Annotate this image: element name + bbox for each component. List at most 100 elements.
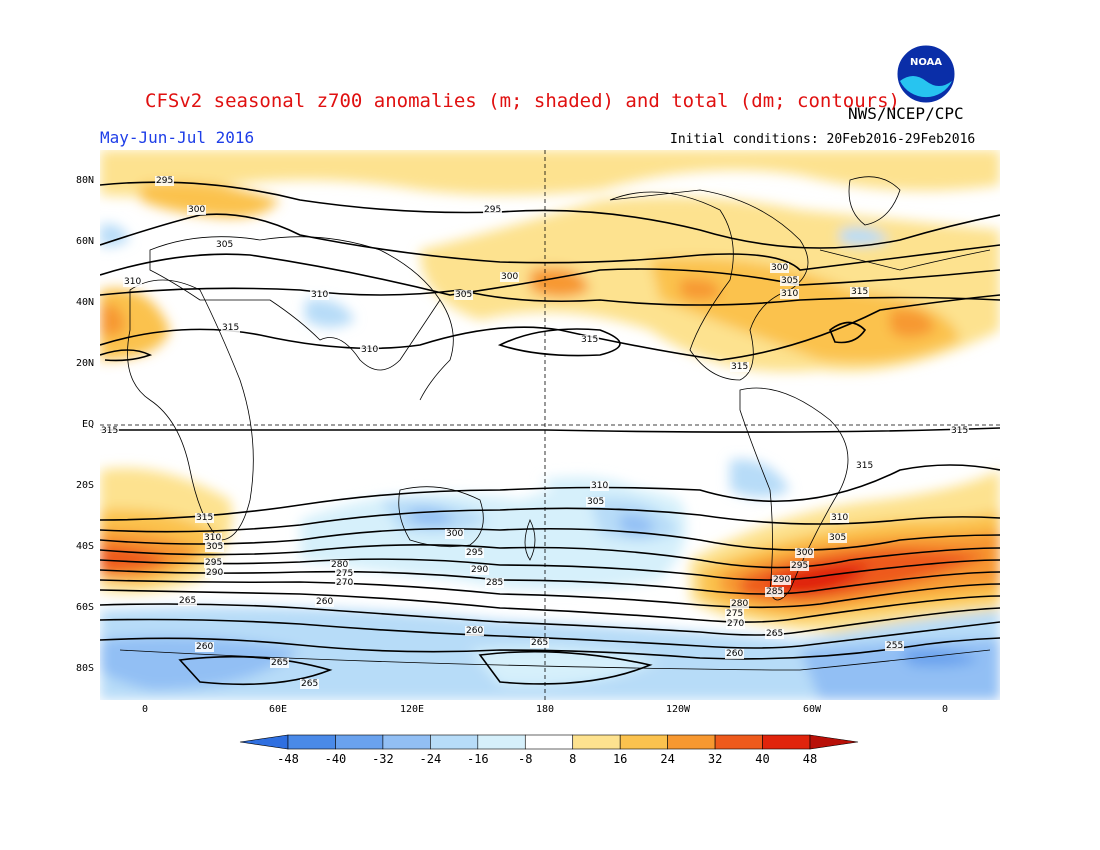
lon-tick: 60E: [268, 704, 288, 715]
logo-text: NOAA: [910, 57, 942, 68]
contour-label: 265: [178, 596, 198, 606]
contour-label: 255: [885, 641, 905, 651]
contour-label: 275: [335, 569, 355, 579]
contour-label: 300: [445, 529, 465, 539]
contour-label: 315: [100, 426, 120, 436]
colorbar-swatch: [667, 734, 716, 750]
contour-label: 265: [530, 638, 550, 648]
contour-label: 260: [465, 626, 485, 636]
contour-label: 310: [310, 290, 330, 300]
contour-label: 300: [500, 272, 520, 282]
colorbar-label: 48: [802, 752, 818, 766]
colorbar-label: 40: [755, 752, 770, 766]
lon-tick: 60W: [802, 704, 822, 715]
colorbar-label: -16: [466, 752, 489, 766]
lat-tick: 60N: [75, 236, 94, 247]
lat-tick: 40S: [75, 541, 94, 552]
lon-tick: 120E: [399, 704, 425, 715]
contour-label: 280: [730, 599, 750, 609]
contour-label: 310: [123, 277, 143, 287]
lon-tick: 0: [941, 704, 949, 715]
contour-label: 285: [765, 587, 785, 597]
colorbar-swatch: [714, 734, 763, 750]
colorbar: [239, 734, 859, 750]
contour-label: 290: [205, 568, 225, 578]
lat-tick: EQ: [81, 419, 94, 430]
colorbar-swatch: [335, 734, 384, 750]
lon-tick: 120W: [665, 704, 691, 715]
contour-label: 295: [790, 561, 810, 571]
colorbar-label: 16: [612, 752, 628, 766]
coastlines: [119, 176, 991, 671]
contour-label: 260: [195, 642, 215, 652]
colorbar-arrow-low: [239, 734, 289, 750]
contour-label: 295: [204, 558, 224, 568]
colorbar-label: 8: [569, 752, 577, 766]
lon-tick: 0: [141, 704, 149, 715]
lat-tick: 20S: [75, 480, 94, 491]
forecast-period: May-Jun-Jul 2016: [100, 128, 255, 147]
contour-label: 295: [465, 548, 485, 558]
lat-tick: 20N: [75, 358, 94, 369]
contour-label: 295: [155, 176, 175, 186]
contour-label: 315: [195, 513, 215, 523]
contour-label: 275: [725, 609, 745, 619]
contour-label: 315: [855, 461, 875, 471]
contour-label: 305: [586, 497, 606, 507]
contour-label: 270: [726, 619, 746, 629]
contour-label: 310: [590, 481, 610, 491]
colorbar-label: -40: [324, 752, 347, 766]
noaa-logo: NOAA: [896, 44, 956, 104]
contour-label: 260: [315, 597, 335, 607]
contour-label: 285: [485, 578, 505, 588]
contour-label: 265: [300, 679, 320, 689]
contour-label: 310: [780, 289, 800, 299]
colorbar-swatch: [430, 734, 479, 750]
map-title: CFSv2 seasonal z700 anomalies (m; shaded…: [145, 90, 900, 112]
lat-tick: 80N: [75, 175, 94, 186]
contour-label: 295: [483, 205, 503, 215]
contour-label: 300: [770, 263, 790, 273]
colorbar-swatch: [382, 734, 431, 750]
contour-label: 315: [580, 335, 600, 345]
colorbar-label: -24: [419, 752, 442, 766]
colorbar-label: 32: [707, 752, 723, 766]
colorbar-swatch: [762, 734, 811, 750]
reference-lines: [100, 150, 1000, 700]
colorbar-label: -8: [518, 752, 533, 766]
contour-label: 305: [215, 240, 235, 250]
contour-label: 280: [330, 560, 350, 570]
contour-label: 305: [780, 276, 800, 286]
lat-tick: 80S: [75, 663, 94, 674]
colorbar-label: -32: [372, 752, 394, 766]
initial-conditions: Initial conditions: 20Feb2016-29Feb2016: [670, 132, 976, 147]
contour-label: 310: [360, 345, 380, 355]
contour-label: 315: [730, 362, 750, 372]
contour-label: 300: [795, 548, 815, 558]
colorbar-swatch: [287, 734, 336, 750]
contour-label: 265: [270, 658, 290, 668]
colorbar-arrow-high: [809, 734, 859, 750]
contour-label: 290: [470, 565, 490, 575]
colorbar-swatch: [524, 734, 574, 750]
contour-label: 270: [335, 578, 355, 588]
contour-label: 315: [221, 323, 241, 333]
colorbar-label: -48: [277, 752, 299, 766]
lon-tick: 180: [535, 704, 555, 715]
contour-label: 315: [950, 426, 970, 436]
contour-label: 305: [828, 533, 848, 543]
lat-tick: 60S: [75, 602, 94, 613]
contour-label: 310: [203, 533, 223, 543]
contour-label: 305: [205, 542, 225, 552]
contour-label: 260: [725, 649, 745, 659]
colorbar-swatch: [477, 734, 526, 750]
contour-label: 290: [772, 575, 792, 585]
contour-label: 310: [830, 513, 850, 523]
contour-label: 265: [765, 629, 785, 639]
colorbar-swatch: [619, 734, 668, 750]
organization-label: NWS/NCEP/CPC: [848, 104, 964, 123]
colorbar-label: 24: [660, 752, 675, 766]
colorbar-swatch: [572, 734, 621, 750]
lat-tick: 40N: [75, 297, 94, 308]
